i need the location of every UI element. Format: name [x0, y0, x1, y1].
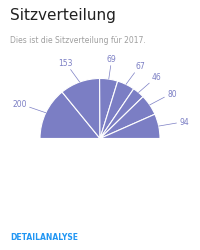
Text: Dies ist die Sitzverteilung für 2017.: Dies ist die Sitzverteilung für 2017. — [10, 36, 146, 45]
Text: Sitzverteilung: Sitzverteilung — [10, 8, 116, 22]
Wedge shape — [100, 90, 143, 139]
Text: 153: 153 — [58, 58, 80, 83]
Text: DETAILANALYSE: DETAILANALYSE — [10, 232, 78, 241]
Wedge shape — [40, 93, 100, 139]
Text: 67: 67 — [126, 62, 145, 85]
Text: 46: 46 — [139, 73, 162, 93]
Text: 200: 200 — [12, 100, 46, 113]
Text: 69: 69 — [107, 55, 117, 80]
Wedge shape — [100, 97, 155, 139]
Wedge shape — [62, 79, 100, 139]
Wedge shape — [100, 115, 160, 139]
Wedge shape — [100, 82, 134, 139]
Text: 80: 80 — [150, 89, 177, 106]
Text: 94: 94 — [159, 118, 189, 127]
Wedge shape — [100, 79, 118, 139]
